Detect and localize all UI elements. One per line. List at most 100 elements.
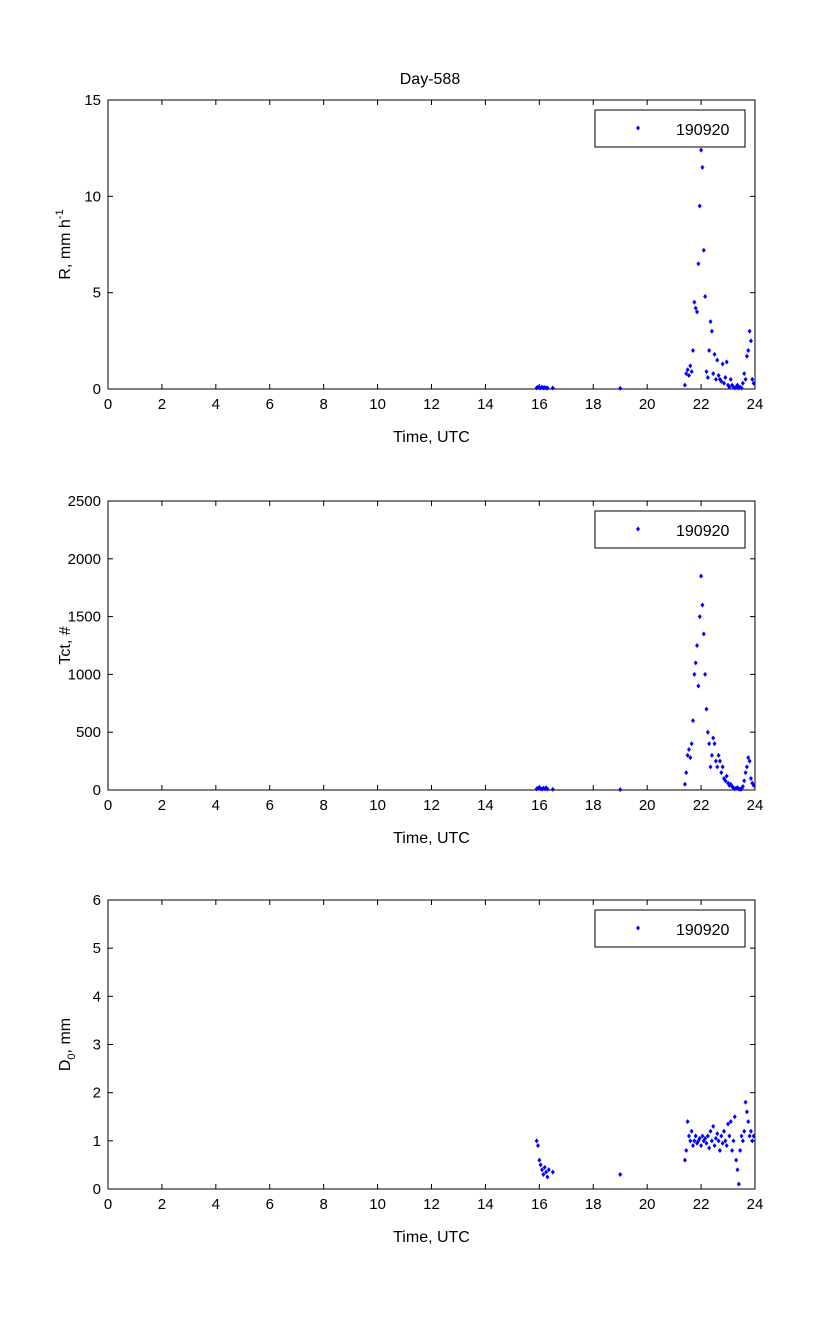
y-tick-label: 1 [93, 1133, 101, 1150]
y-tick-label: 0 [93, 782, 101, 799]
data-point [742, 371, 747, 377]
legend: 190920 [594, 109, 746, 148]
data-point [715, 357, 720, 363]
y-axis-label-superscript: -1 [54, 209, 66, 219]
data-point [701, 631, 706, 637]
data-point [746, 1119, 751, 1125]
data-point [717, 1147, 722, 1153]
data-point [692, 1138, 697, 1144]
x-tick-label: 6 [266, 1196, 274, 1213]
data-point [720, 1140, 725, 1146]
data-point [739, 1133, 744, 1139]
y-tick-label: 2 [93, 1085, 101, 1102]
data-point [736, 1181, 741, 1187]
x-tick-label: 8 [319, 1196, 327, 1213]
data-point [742, 1128, 747, 1134]
x-tick-label: 12 [423, 797, 440, 814]
y-tick-label: 0 [93, 381, 101, 398]
data-point [716, 752, 721, 758]
x-tick-label: 0 [104, 396, 112, 413]
data-point [723, 778, 728, 784]
data-point [751, 1133, 756, 1139]
data-point [695, 643, 700, 648]
data-point [735, 1167, 740, 1173]
data-point [751, 782, 756, 788]
legend-marker [636, 125, 640, 131]
x-axis-label: Time, UTC [393, 830, 470, 847]
data-point [727, 384, 732, 390]
data-point [740, 1138, 745, 1144]
legend-box [594, 510, 746, 549]
legend-box [594, 909, 746, 948]
y-tick-label: 6 [93, 892, 101, 909]
data-point [705, 729, 710, 735]
data-point [703, 1135, 708, 1141]
x-tick-label: 8 [319, 797, 327, 814]
data-point [744, 353, 749, 359]
data-point [697, 1135, 702, 1141]
x-tick-label: 14 [477, 797, 494, 814]
data-point [693, 660, 698, 666]
data-point [713, 758, 718, 764]
data-point [688, 1138, 693, 1144]
data-point [700, 1133, 705, 1139]
data-point [726, 1121, 731, 1127]
data-point [719, 770, 724, 776]
data-point [707, 741, 712, 747]
y-tick-label: 5 [93, 940, 101, 957]
data-point [684, 1147, 689, 1153]
data-point [743, 770, 748, 776]
data-point [713, 376, 718, 382]
x-tick-label: 0 [104, 1196, 112, 1213]
x-tick-label: 24 [747, 797, 764, 814]
data-point [690, 347, 695, 353]
x-tick-label: 22 [693, 797, 710, 814]
legend-entry-label: 190920 [676, 122, 729, 139]
data-point [727, 1133, 732, 1139]
data-point [686, 373, 691, 379]
legend-marker [636, 526, 640, 532]
data-point [685, 1119, 690, 1125]
x-tick-label: 6 [266, 797, 274, 814]
data-point [704, 706, 709, 712]
data-point [684, 770, 689, 776]
y-tick-label: 1500 [68, 609, 101, 626]
data-point [711, 1123, 716, 1129]
data-point [541, 1172, 546, 1178]
x-tick-label: 6 [266, 396, 274, 413]
x-tick-label: 2 [158, 1196, 166, 1213]
data-point [689, 1128, 694, 1134]
panel-total-count: 0 2 4 6 8 10 12 14 16 18 20 22 240500100015002000250… [57, 493, 763, 847]
data-point [719, 1133, 724, 1139]
data-point [724, 773, 729, 779]
legend-box [594, 109, 746, 148]
data-point [747, 328, 752, 334]
data-point [711, 735, 716, 741]
data-point [723, 1138, 728, 1144]
data-point [707, 347, 712, 353]
data-point [618, 385, 623, 391]
data-point [716, 373, 721, 379]
x-tick-label: 14 [477, 1196, 494, 1213]
data-point [550, 786, 555, 792]
y-axis-label-text: D [57, 1060, 74, 1072]
data-point [703, 671, 708, 677]
data-point [685, 367, 690, 373]
data-point [695, 309, 700, 315]
data-point [538, 1162, 543, 1168]
data-point [693, 1133, 698, 1139]
legend: 190920 [594, 909, 746, 948]
data-point [739, 385, 744, 391]
data-point [730, 1147, 735, 1153]
data-point [734, 1157, 739, 1163]
x-tick-label: 24 [747, 1196, 764, 1213]
data-point [689, 741, 694, 747]
data-point [721, 1128, 726, 1134]
data-point [545, 1174, 550, 1180]
x-tick-label: 16 [531, 797, 548, 814]
data-point [748, 338, 753, 344]
data-point [688, 363, 693, 369]
x-tick-label: 12 [423, 1196, 440, 1213]
